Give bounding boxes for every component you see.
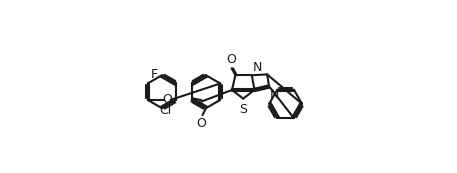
- Text: F: F: [151, 68, 158, 81]
- Text: N: N: [253, 61, 262, 74]
- Text: S: S: [239, 103, 247, 116]
- Text: N: N: [270, 88, 279, 101]
- Text: O: O: [226, 53, 236, 66]
- Text: Cl: Cl: [159, 104, 172, 117]
- Text: O: O: [196, 117, 206, 130]
- Text: O: O: [163, 93, 172, 106]
